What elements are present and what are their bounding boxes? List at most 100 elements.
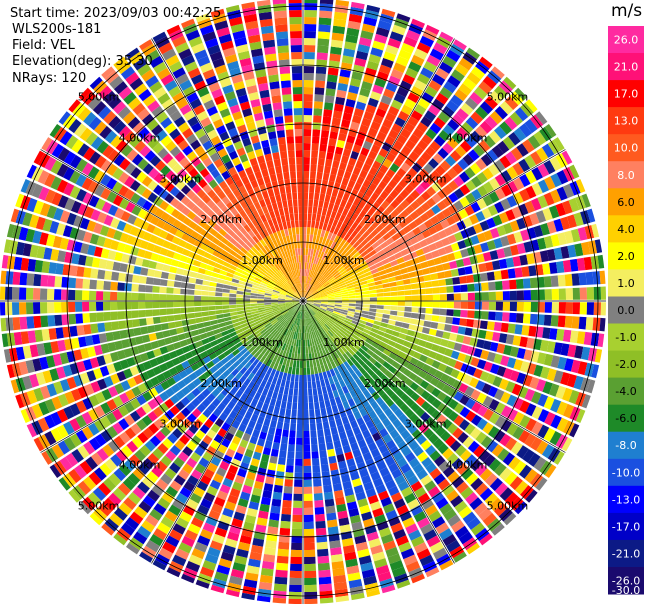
ray-gate [291,338,295,346]
ray-gate [317,275,323,282]
ray-gate [350,1,365,10]
ray-gate [147,180,158,191]
ray-gate [241,337,249,345]
ray-gate [447,358,457,368]
ray-gate [312,388,318,396]
ray-gate [348,507,360,517]
ray-gate [584,225,595,240]
ray-gate [366,368,375,377]
ray-gate [147,489,160,502]
ray-gate [442,142,454,154]
ray-gate [54,302,62,313]
ray-gate [107,342,117,352]
ray-gate [149,508,163,521]
ray-gate [310,309,315,315]
ray-gate [285,303,293,307]
ray-gate [317,429,324,438]
ray-gate [259,132,268,142]
ray-gate [450,268,459,277]
ray-gate [294,293,300,299]
ray-gate [132,486,146,500]
ray-gate [537,352,547,365]
ray-gate [441,172,453,184]
ray-gate [291,331,295,339]
ray-gate [471,328,480,338]
ray-gate [273,286,281,291]
ray-gate [1,333,9,348]
ray-gate [99,365,110,377]
ray-gate [389,403,399,413]
ray-gate [0,302,6,316]
ray-gate [180,313,189,320]
ray-gate [90,381,101,393]
ray-gate [278,316,285,323]
ray-gate [419,239,428,248]
ray-gate [124,189,135,201]
ray-gate [575,195,586,210]
ray-gate [562,200,573,215]
ray-gate [286,281,292,288]
ray-gate [404,215,414,225]
ray-gate [167,273,176,281]
ray-gate [361,331,369,338]
ray-gate [385,204,395,214]
ray-gate [292,297,300,300]
ray-gate [252,429,261,438]
ray-gate [241,528,254,538]
ray-gate [107,250,117,260]
ray-gate [181,233,191,242]
ray-gate [152,448,164,460]
ray-gate [71,139,84,153]
ray-gate [271,296,279,299]
ray-gate [106,191,118,203]
ray-gate [292,521,302,529]
ray-gate [363,242,372,250]
ray-gate [470,477,484,491]
ray-gate [271,376,278,385]
ray-gate [390,335,399,343]
ray-gate [270,299,278,301]
ray-gate [319,400,326,409]
ray-gate [428,510,442,523]
ray-gate [226,220,235,229]
ray-gate [29,373,40,388]
ray-gate [259,394,266,403]
ray-gate [344,41,357,51]
ray-gate [386,324,395,330]
ray-gate [168,366,178,376]
ray-gate [285,313,291,320]
ray-gate [96,235,106,247]
ray-gate [470,66,486,80]
ray-gate [326,406,333,415]
ray-gate [296,304,301,311]
ray-gate [512,335,522,346]
ray-gate [268,462,277,471]
ray-gate [321,252,327,260]
ray-gate [314,373,320,381]
ray-gate [139,39,153,51]
ray-gate [412,127,424,139]
ray-gate [181,360,191,369]
ray-gate [305,303,311,310]
ray-gate [253,392,262,401]
ray-gate [232,348,240,357]
ray-gate [592,317,601,331]
ray-gate [482,422,494,435]
ray-gate [33,315,42,329]
ray-gate [355,304,363,307]
ray-gate [362,294,370,298]
ray-gate [348,435,357,445]
ray-gate [194,225,204,234]
ray-gate [232,245,240,254]
ray-gate [395,535,409,547]
ray-gate [280,308,287,313]
ray-gate [286,373,292,381]
ray-gate [489,90,503,105]
ray-gate [298,304,302,311]
ray-gate [433,257,442,265]
ray-gate [276,555,289,564]
ray-gate [380,274,388,280]
ray-gate [321,130,330,138]
ray-gate [510,147,523,161]
ray-gate [276,348,282,356]
